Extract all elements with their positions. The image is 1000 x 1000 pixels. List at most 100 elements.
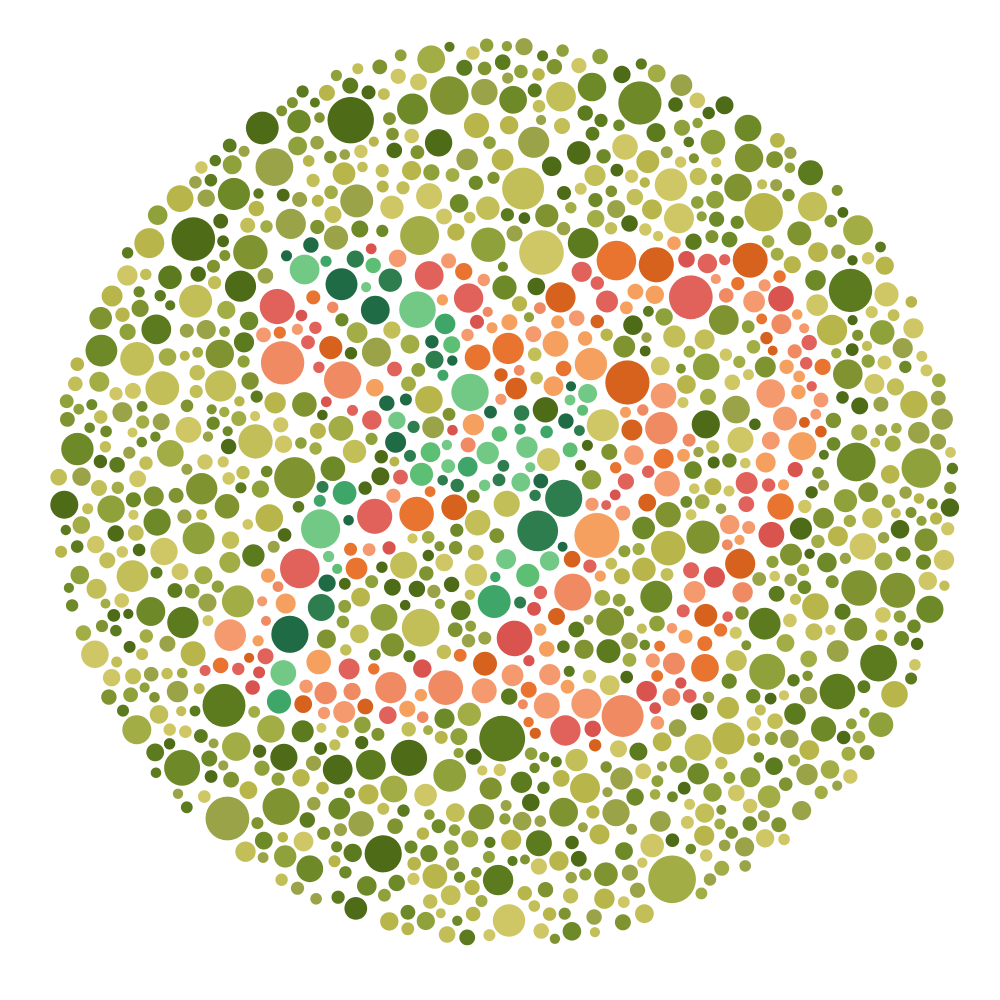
background-dot [378, 888, 391, 902]
background-dot [158, 348, 177, 366]
figure-dot [470, 314, 484, 329]
background-dot [833, 359, 863, 390]
background-dot [354, 144, 368, 159]
background-dot [901, 448, 942, 488]
background-dot [331, 890, 345, 904]
background-dot [693, 446, 704, 458]
background-dot [131, 299, 149, 317]
figure-dot [788, 432, 817, 461]
background-dot [824, 214, 838, 228]
figure-dot [313, 361, 325, 373]
background-dot [940, 498, 960, 517]
background-dot [55, 545, 68, 558]
background-dot [683, 136, 695, 148]
figure-dot [301, 335, 315, 350]
background-dot [431, 819, 446, 834]
background-dot [692, 117, 703, 129]
background-dot [397, 93, 428, 125]
hidden-dot [323, 550, 335, 563]
background-dot [139, 682, 150, 693]
figure-dot [678, 629, 693, 644]
figure-dot [779, 359, 794, 374]
background-dot [452, 915, 463, 926]
background-dot [95, 619, 109, 633]
background-dot [461, 830, 479, 848]
background-dot [396, 181, 410, 195]
background-dot [651, 530, 686, 566]
figure-dot [245, 680, 260, 695]
background-dot [484, 836, 496, 849]
figure-dot [320, 396, 332, 408]
background-dot [422, 864, 448, 889]
background-dot [881, 494, 896, 508]
background-dot [415, 386, 443, 414]
background-dot [238, 424, 273, 459]
hidden-dot [378, 268, 402, 292]
background-dot [506, 225, 523, 242]
background-dot [292, 392, 317, 417]
figure-dot [486, 322, 498, 334]
background-dot [607, 200, 626, 219]
background-dot [700, 388, 716, 405]
background-dot [400, 216, 440, 255]
background-dot [189, 365, 205, 381]
background-dot [514, 64, 528, 79]
background-dot [636, 150, 660, 174]
figure-dot [651, 670, 664, 682]
background-dot [401, 608, 440, 647]
background-dot [257, 268, 274, 284]
background-dot [515, 38, 533, 56]
background-dot [494, 54, 511, 70]
hidden-dot [316, 480, 329, 493]
background-dot [141, 314, 172, 345]
background-dot [380, 633, 404, 657]
background-dot [73, 403, 85, 415]
background-dot [784, 703, 806, 725]
figure-dot [464, 344, 491, 371]
background-dot [537, 882, 554, 898]
background-dot [166, 185, 194, 213]
figure-dot [583, 559, 597, 573]
background-dot [549, 933, 561, 944]
background-dot [180, 801, 193, 814]
background-dot [107, 609, 121, 622]
background-dot [674, 156, 687, 168]
hidden-dot [540, 425, 553, 439]
background-dot [778, 833, 790, 846]
figure-dot [295, 309, 308, 322]
background-dot [808, 242, 828, 262]
background-dot [487, 171, 500, 184]
background-dot [208, 738, 219, 749]
background-dot [145, 371, 180, 406]
background-dot [114, 593, 129, 608]
background-dot [557, 640, 570, 653]
background-dot [390, 739, 428, 777]
background-dot [221, 531, 240, 549]
hidden-dot [425, 335, 439, 349]
background-dot [146, 743, 165, 762]
background-dot [684, 798, 696, 810]
background-dot [584, 164, 606, 187]
background-dot [741, 320, 755, 334]
background-dot [546, 58, 563, 75]
background-dot [637, 857, 648, 868]
background-dot [522, 793, 540, 812]
background-dot [404, 128, 420, 144]
figure-dot [815, 425, 827, 438]
hidden-dot [420, 442, 441, 463]
background-dot [622, 653, 637, 667]
background-dot [422, 549, 434, 562]
hidden-dot [434, 313, 456, 335]
background-dot [890, 508, 901, 519]
figure-dot [574, 347, 608, 381]
background-dot [189, 176, 202, 189]
background-dot [310, 135, 324, 150]
background-dot [383, 112, 396, 125]
background-dot [167, 583, 183, 598]
background-dot [186, 473, 218, 505]
figure-dot [645, 653, 660, 668]
background-dot [618, 545, 631, 558]
background-dot [184, 583, 200, 599]
background-dot [328, 855, 341, 868]
background-dot [765, 757, 783, 775]
